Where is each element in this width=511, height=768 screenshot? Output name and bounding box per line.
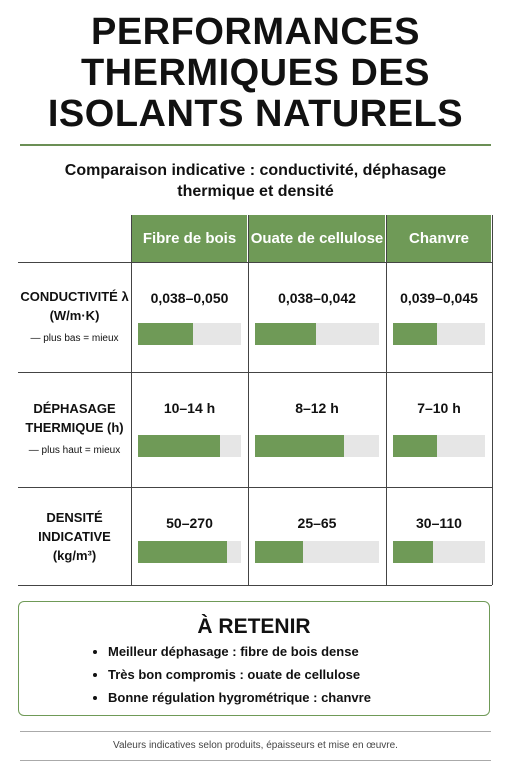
footer: Valeurs indicatives selon produits, épai… [113,740,398,751]
row-title: DENSITÉ INDICATIVE [38,509,111,544]
bar-track [255,540,379,563]
bar-track [393,322,485,345]
cell-value: 10–14 h [163,400,216,416]
summary-item: Très bon compromis : ouate de cellulose [108,663,371,686]
cell-value: 0,039–0,045 [400,290,478,306]
column-header: Ouate de cellulose [249,215,385,262]
row-note: — plus haut = mieux [28,445,121,456]
title: PERFORMANCES THERMIQUES DES ISOLANTS NAT… [47,11,464,135]
bar-track [393,540,485,563]
divider [20,731,491,732]
grid-line [18,372,492,373]
bar-track [393,435,485,458]
row-title: DÉPHASAGE THERMIQUE (h) [25,401,124,435]
bar-track [255,435,379,458]
bar [393,322,438,345]
bar-track [138,435,241,458]
cell-value: 0,038–0,042 [278,290,356,306]
bar-track [255,322,379,345]
row-unit: (kg/m³) [52,547,97,563]
bar-track [138,540,241,563]
cell-value: 7–10 h [417,400,461,416]
bar [255,540,304,563]
grid-line [248,215,249,585]
bar [255,322,316,345]
cell-value: 0,038–0,050 [150,290,229,306]
grid-line [131,215,132,585]
summary-item: Bonne régulation hygrométrique : chanvre [108,686,371,709]
row-title: CONDUCTIVITÉ λ [20,288,129,304]
divider [20,144,491,146]
row-unit: (W/m·K) [49,307,100,323]
cell-value: 8–12 h [295,400,339,416]
column-header: Fibre de bois [132,215,247,262]
grid-line [492,215,493,585]
grid-line [386,215,387,585]
grid-line [18,585,492,586]
bar [138,435,221,458]
bar [393,435,438,458]
summary-list: Meilleur déphasage : fibre de bois dense… [90,640,371,709]
grid-line [18,487,492,488]
summary-box [18,601,490,716]
bar [138,322,193,345]
cell-value: 30–110 [416,515,462,531]
divider [20,760,491,761]
bar [393,540,434,563]
bar [255,435,345,458]
summary-title: À RETENIR [197,615,311,638]
row-label: DÉPHASAGE THERMIQUE (h) — plus haut = mie… [18,372,131,487]
bar-track [138,322,241,345]
row-label: DENSITÉ INDICATIVE (kg/m³) [18,487,131,585]
grid-line [18,262,492,263]
cell-value: 25–65 [297,515,337,531]
subtitle: Comparaison indicative : conductivité, d… [64,162,447,200]
row-label: CONDUCTIVITÉ λ (W/m·K) — plus bas = mieux [18,262,131,372]
row-note: — plus bas = mieux [30,332,119,344]
cell-value: 50–270 [166,515,213,531]
column-header: Chanvre [387,215,491,262]
bar [138,540,227,563]
summary-item: Meilleur déphasage : fibre de bois dense [108,640,371,663]
